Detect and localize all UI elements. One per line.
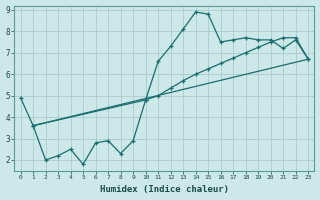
X-axis label: Humidex (Indice chaleur): Humidex (Indice chaleur) [100,185,229,194]
